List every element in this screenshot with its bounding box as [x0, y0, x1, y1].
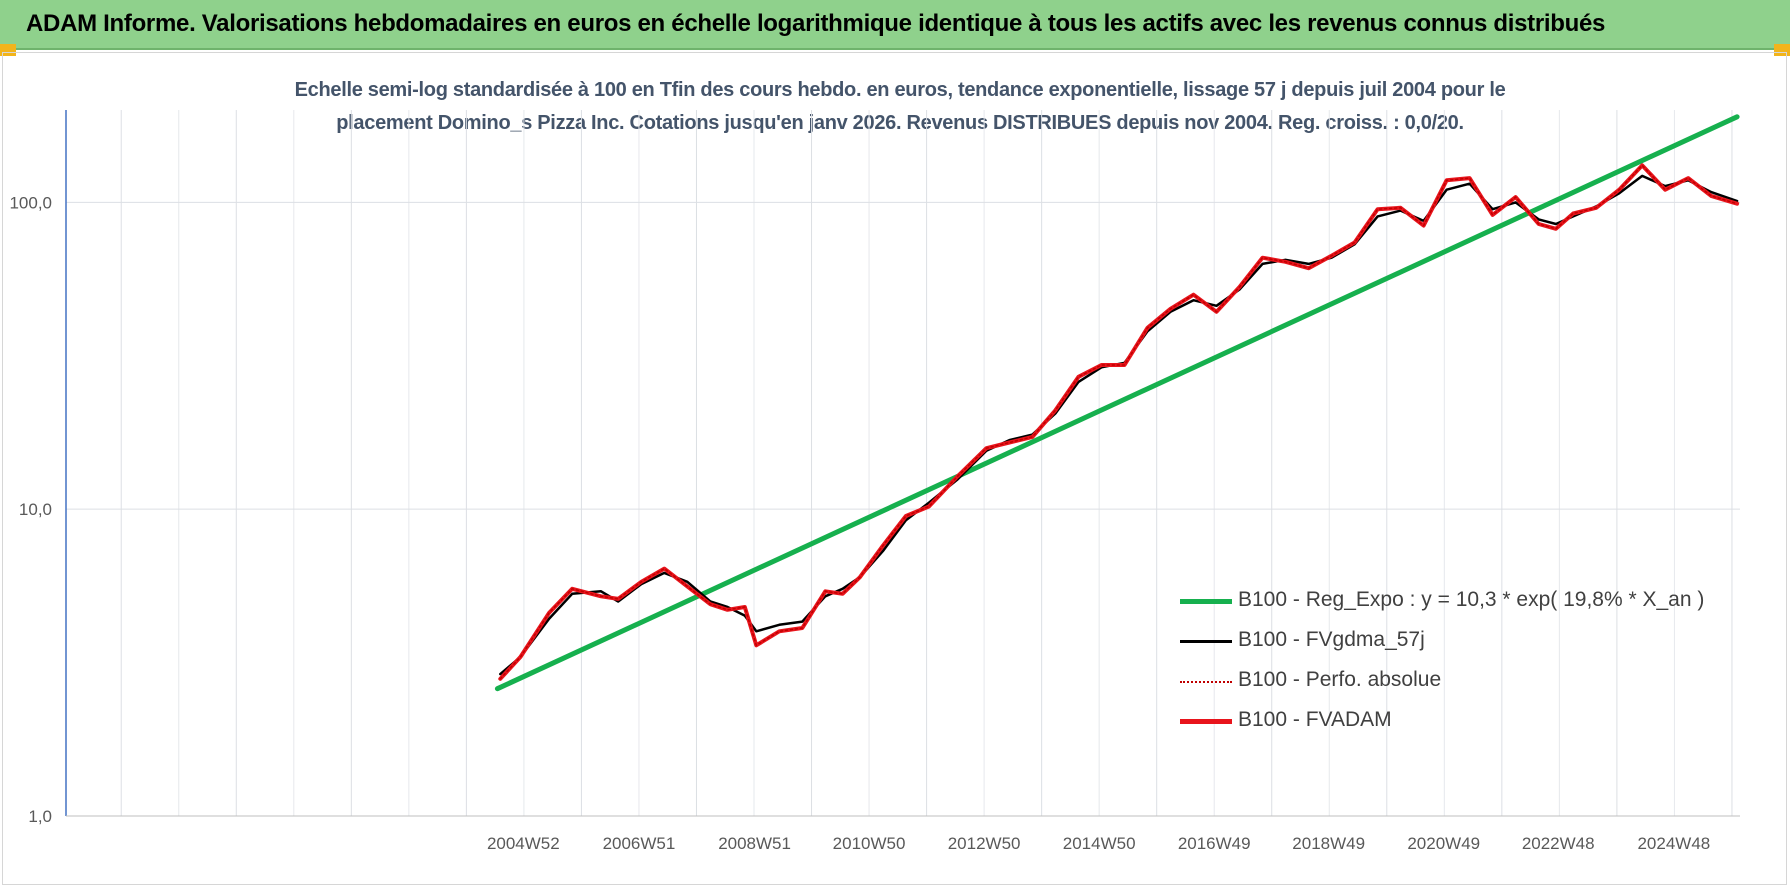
y-tick-label: 1,0 — [28, 807, 52, 826]
x-tick-label: 2010W50 — [833, 834, 906, 853]
x-tick-label: 2020W49 — [1407, 834, 1480, 853]
x-tick-label: 2018W49 — [1292, 834, 1365, 853]
x-tick-label: 2004W52 — [487, 834, 560, 853]
legend-swatch-reg-expo — [1180, 599, 1232, 604]
chart-frame — [2, 52, 1787, 885]
axes — [65, 110, 1740, 817]
series-lines — [494, 114, 1740, 692]
x-tick-label: 2008W51 — [718, 834, 791, 853]
x-tick-label: 2006W51 — [603, 834, 676, 853]
legend-label-fvadam: B100 - FVADAM — [1238, 708, 1392, 731]
legend-swatch-fvgdma — [1180, 640, 1232, 643]
legend-swatch-fvadam — [1180, 719, 1232, 724]
corner-marker-left — [0, 44, 16, 56]
legend-label-reg-expo: B100 - Reg_Expo : y = 10,3 * exp( 19,8% … — [1238, 588, 1705, 611]
grid-lines — [66, 110, 1740, 817]
x-tick-label: 2012W50 — [948, 834, 1021, 853]
x-tick-label: 2014W50 — [1063, 834, 1136, 853]
x-tick-label: 2024W48 — [1637, 834, 1710, 853]
header-bar: ADAM Informe. Valorisations hebdomadaire… — [0, 0, 1790, 50]
chart-subtitle-line-2: placement Domino_s Pizza Inc. Cotations … — [336, 112, 1464, 134]
chart-subtitle: Echelle semi-log standardisée à 100 en T… — [200, 74, 1600, 140]
legend-swatch-perfo-absolue — [1180, 681, 1232, 683]
legend-label-perfo-absolue: B100 - Perfo. absolue — [1238, 668, 1442, 691]
y-tick-label: 10,0 — [19, 500, 52, 519]
page-title: ADAM Informe. Valorisations hebdomadaire… — [26, 10, 1606, 37]
chart-subtitle-line-1: Echelle semi-log standardisée à 100 en T… — [294, 79, 1506, 101]
y-tick-label: 100,0 — [9, 193, 52, 212]
series-line-perfo-absolue — [499, 164, 1738, 680]
legend-label-fvgdma: B100 - FVgdma_57j — [1238, 628, 1425, 651]
tick-labels: 1,0 10,0 100,0 2004W52 2006W51 2008W51 2010W50… — [9, 193, 1710, 853]
x-tick-label: 2022W48 — [1522, 834, 1595, 853]
x-tick-label: 2016W49 — [1178, 834, 1251, 853]
